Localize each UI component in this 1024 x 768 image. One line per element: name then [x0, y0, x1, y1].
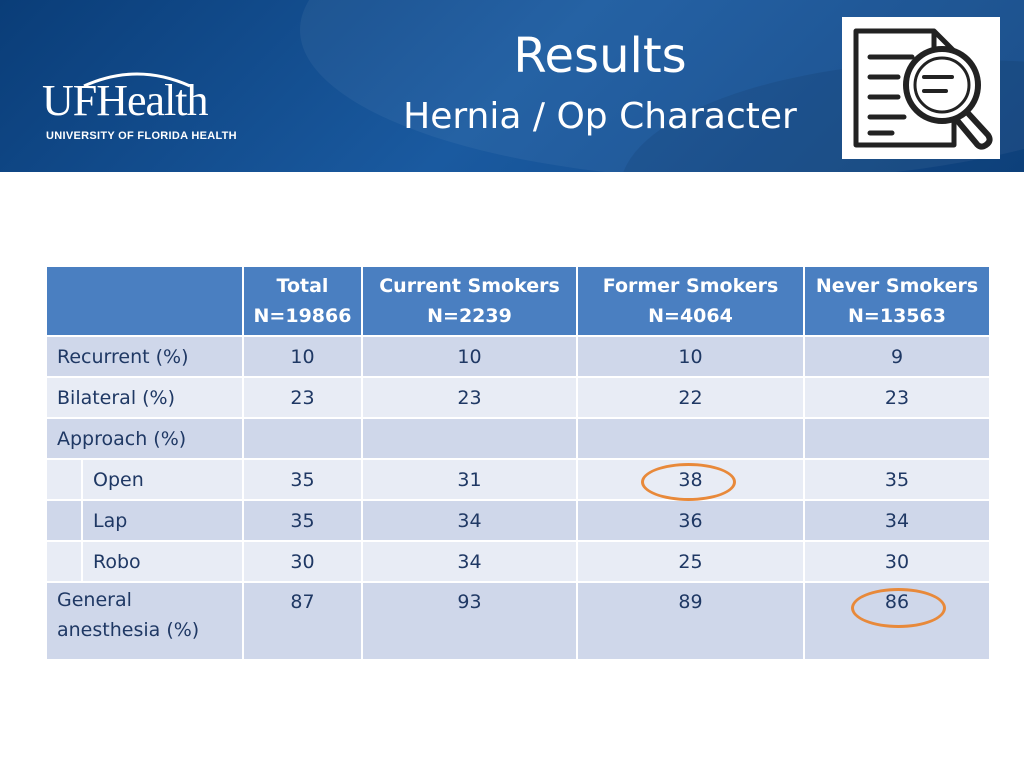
row-label: Bilateral (%) [45, 376, 244, 419]
table-cell: 34 [361, 540, 578, 583]
header-cell-empty [45, 265, 244, 337]
table-header-row: Total N=19866 Current Smokers N=2239 Forme… [45, 265, 991, 337]
document-search-icon [842, 17, 1000, 159]
uf-health-logo: UFHealth UNIVERSITY OF FLORIDA HEALTH [42, 68, 242, 148]
table-cell: 9 [803, 335, 991, 378]
table-row: Lap 35 34 36 34 [45, 499, 991, 542]
table-cell: 34 [803, 499, 991, 542]
table-row: General anesthesia (%) 87 93 89 86 [45, 581, 991, 661]
table-row: Bilateral (%) 23 23 22 23 [45, 376, 991, 419]
table-cell: 30 [242, 540, 363, 583]
row-label: Robo [81, 540, 244, 583]
table-cell: 34 [361, 499, 578, 542]
table-cell: 36 [576, 499, 805, 542]
table-cell [576, 417, 805, 460]
header-cell-current-smokers: Current Smokers N=2239 [361, 265, 578, 337]
highlight-circle-never-anesthesia [851, 588, 946, 628]
row-label: Open [81, 458, 244, 501]
table-row: Open 35 31 38 35 [45, 458, 991, 501]
header-banner: UFHealth UNIVERSITY OF FLORIDA HEALTH Re… [0, 0, 1024, 172]
table-cell: 25 [576, 540, 805, 583]
row-label: Recurrent (%) [45, 335, 244, 378]
table-cell: 30 [803, 540, 991, 583]
table-cell: 22 [576, 376, 805, 419]
header-cell-total: Total N=19866 [242, 265, 363, 337]
table-cell: 35 [242, 499, 363, 542]
row-label: Approach (%) [45, 417, 244, 460]
logo-arc-icon [83, 72, 191, 88]
table-cell: 23 [242, 376, 363, 419]
table-cell [803, 417, 991, 460]
header-cell-former-smokers: Former Smokers N=4064 [576, 265, 805, 337]
indent-cell [45, 499, 83, 542]
table-cell: 87 [242, 581, 363, 661]
table-cell: 89 [576, 581, 805, 661]
table-cell: 23 [361, 376, 578, 419]
indent-cell [45, 458, 83, 501]
table-cell [242, 417, 363, 460]
highlight-circle-former-open [641, 463, 736, 501]
table-cell: 10 [361, 335, 578, 378]
table-cell: 10 [576, 335, 805, 378]
page-title: Results [513, 28, 687, 84]
table-cell: 35 [242, 458, 363, 501]
header-cell-never-smokers: Never Smokers N=13563 [803, 265, 991, 337]
table-cell: 35 [803, 458, 991, 501]
table-row: Recurrent (%) 10 10 10 9 [45, 335, 991, 378]
row-label: General anesthesia (%) [45, 581, 244, 661]
table-cell: 23 [803, 376, 991, 419]
table-row: Approach (%) [45, 417, 991, 460]
indent-cell [45, 540, 83, 583]
row-label: Lap [81, 499, 244, 542]
logo-tagline: UNIVERSITY OF FLORIDA HEALTH [46, 130, 237, 142]
table-cell: 10 [242, 335, 363, 378]
table-row: Robo 30 34 25 30 [45, 540, 991, 583]
results-table: Total N=19866 Current Smokers N=2239 Forme… [45, 265, 991, 661]
table-cell [361, 417, 578, 460]
logo-wordmark: UFHealth [42, 76, 209, 125]
page-subtitle: Hernia / Op Character [403, 96, 797, 137]
table-cell: 31 [361, 458, 578, 501]
table-cell: 93 [361, 581, 578, 661]
